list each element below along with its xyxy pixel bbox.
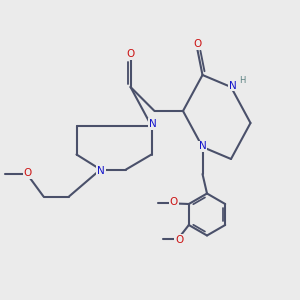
Text: N: N	[97, 166, 105, 176]
Text: O: O	[170, 197, 178, 207]
Text: O: O	[23, 168, 32, 178]
Text: H: H	[239, 76, 246, 85]
Text: O: O	[126, 49, 135, 59]
Text: O: O	[175, 235, 183, 245]
Text: N: N	[148, 119, 156, 129]
Text: O: O	[193, 39, 201, 49]
Text: N: N	[229, 80, 236, 91]
Text: N: N	[199, 141, 206, 152]
